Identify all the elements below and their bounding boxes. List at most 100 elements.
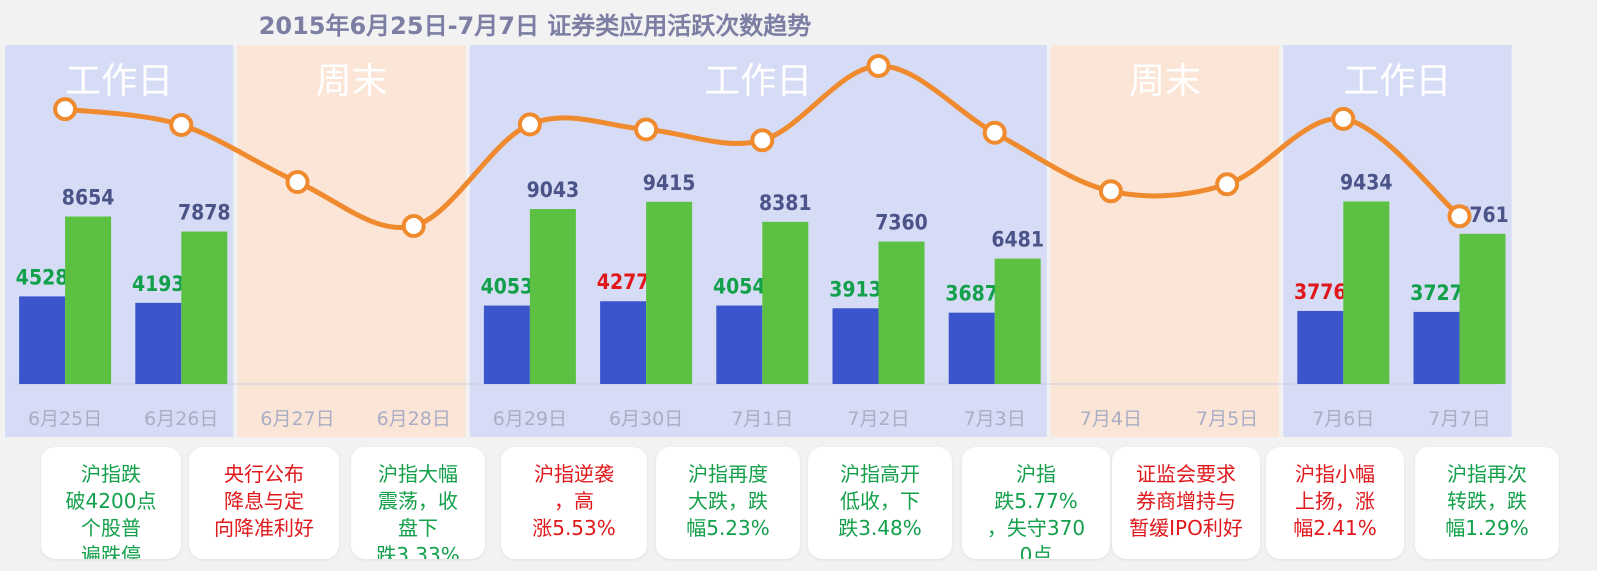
event-note-line: 跌3.33% <box>376 543 460 559</box>
trend-point <box>1447 204 1472 229</box>
bar-green <box>762 221 809 384</box>
event-note-line: 央行公布 <box>224 462 304 486</box>
tick-label: 6月27日 <box>260 408 334 430</box>
bar-blue <box>716 305 763 384</box>
chart-title: 2015年6月25日-7月7日 证券类应用活跃次数趋势 <box>258 12 812 40</box>
event-note-line: 幅1.29% <box>1445 516 1529 540</box>
trend-point <box>169 112 194 137</box>
bar-green <box>878 241 925 384</box>
bar-blue <box>832 308 879 384</box>
event-note-line: 上扬，涨 <box>1295 489 1375 513</box>
bar-green <box>994 258 1041 384</box>
data-label-blue: 3776 <box>1294 280 1347 304</box>
event-note-line: 涨5.53% <box>532 516 616 540</box>
event-note-line: 大跌，跌 <box>688 489 768 513</box>
event-note: 央行公布降息与定向降准利好 <box>189 447 339 559</box>
trend-point <box>1098 179 1123 204</box>
bar-green <box>65 216 112 384</box>
event-note: 沪指跌 破4200点 个股普 遍跌停 <box>41 447 181 559</box>
trend-point <box>401 214 426 238</box>
event-note-line: 盘下 <box>398 516 438 540</box>
event-note-line: 沪指 <box>1016 462 1056 486</box>
tick-label: 6月28日 <box>377 408 451 430</box>
event-note-line: 震荡，收 <box>378 489 458 513</box>
bar-green <box>1459 233 1506 384</box>
trend-point <box>1215 172 1240 197</box>
band-label: 工作日 <box>1343 61 1451 102</box>
trend-point <box>53 97 78 122</box>
data-label-blue: 4053 <box>481 275 534 299</box>
bar-blue <box>483 305 530 384</box>
trend-point <box>285 170 310 195</box>
event-note-line: 暂缓IPO利好 <box>1129 516 1243 540</box>
bar-green <box>529 209 576 384</box>
data-label-green: 9434 <box>1340 170 1393 194</box>
data-label-green: 7360 <box>875 211 928 235</box>
bar-blue <box>19 296 66 384</box>
tick-label: 7月4日 <box>1080 408 1142 430</box>
event-note-line: 跌5.77% <box>994 489 1078 513</box>
event-note-line: 跌3.48% <box>838 516 922 540</box>
data-label-blue: 4528 <box>16 265 69 289</box>
band-weekend <box>1050 45 1280 437</box>
event-note: 沪指大幅震荡，收盘下跌3.33% <box>351 447 485 559</box>
data-label-blue: 3913 <box>829 277 882 301</box>
event-note: 沪指高开低收，下跌3.48% <box>808 447 952 559</box>
trend-point <box>750 128 775 153</box>
event-note-line: 0点 <box>1019 543 1053 559</box>
data-label-green: 9043 <box>527 178 580 202</box>
event-note-line: 幅2.41% <box>1293 516 1377 540</box>
tick-label: 7月3日 <box>964 408 1026 430</box>
tick-label: 7月5日 <box>1196 408 1258 430</box>
data-label-blue: 4054 <box>713 275 766 299</box>
trend-point <box>1331 106 1356 131</box>
tick-label: 6月25日 <box>28 408 102 430</box>
event-note-line: 个股普 <box>81 516 141 540</box>
data-label-green: 8381 <box>759 191 812 215</box>
data-label-blue: 3727 <box>1410 281 1463 305</box>
band-label: 工作日 <box>65 61 173 102</box>
band-label: 周末 <box>316 61 388 102</box>
data-label-green: 9415 <box>643 171 696 195</box>
bar-green <box>181 231 228 384</box>
tick-label: 7月2日 <box>847 408 909 430</box>
bar-blue <box>948 312 995 384</box>
event-note: 沪指小幅上扬，涨幅2.41% <box>1266 447 1404 559</box>
event-note-line: 沪指高开 <box>840 462 920 486</box>
event-note-line: 证监会要求 <box>1136 462 1236 486</box>
event-note-line: 降息与定 <box>224 489 304 513</box>
event-note-line: 沪指再次 <box>1447 462 1527 486</box>
data-label-blue: 4193 <box>132 272 185 296</box>
data-label-blue: 3687 <box>945 282 998 306</box>
event-note-line: 沪指小幅 <box>1295 462 1375 486</box>
chart-svg: 工作日 周末 工作日 周末 工作日 4528 8654 4193 7878 4053 9043 427… <box>5 45 1512 437</box>
data-label-green: 8654 <box>62 186 115 210</box>
event-note-line: 遍跌停 <box>81 543 141 559</box>
event-note-line: 券商增持与 <box>1136 489 1236 513</box>
event-note: 沪指逆袭 ，高 涨5.53% <box>501 447 647 559</box>
event-note-line: 沪指跌 <box>81 462 141 486</box>
event-note-line: 低收，下 <box>840 489 920 513</box>
data-label-green: 7878 <box>178 201 231 225</box>
tick-label: 7月6日 <box>1312 408 1374 430</box>
event-note: 沪指再度 大跌，跌 幅5.23% <box>656 447 800 559</box>
band-label: 周末 <box>1129 61 1201 102</box>
data-label-blue: 4277 <box>597 270 650 294</box>
bar-blue <box>1297 310 1344 384</box>
tick-label: 6月30日 <box>609 408 683 430</box>
trend-point <box>866 54 891 78</box>
tick-label: 6月26日 <box>144 408 218 430</box>
bar-green <box>1343 201 1390 384</box>
tick-label: 6月29日 <box>493 408 567 430</box>
event-note-line: 幅5.23% <box>686 516 770 540</box>
data-label-green: 6481 <box>991 228 1044 252</box>
event-note-line: 向降准利好 <box>214 516 314 540</box>
event-note-line: 沪指逆袭 <box>534 462 614 486</box>
event-note: 沪指再次转跌，跌幅1.29% <box>1415 447 1559 559</box>
event-note-line: 沪指大幅 <box>378 462 458 486</box>
trend-point <box>517 112 542 137</box>
event-note-line: 转跌，跌 <box>1447 489 1527 513</box>
event-note: 沪指 跌5.77% ，失守370 0点 <box>962 447 1110 559</box>
bar-green <box>646 201 693 384</box>
tick-label: 7月7日 <box>1428 408 1490 430</box>
